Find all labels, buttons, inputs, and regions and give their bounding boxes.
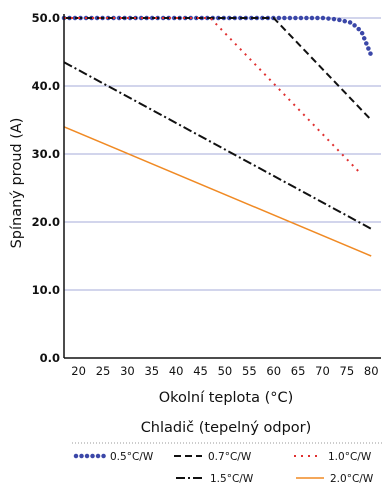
x-tick-label: 45	[193, 364, 208, 378]
y-tick-label: 50.0	[32, 11, 60, 25]
series-line-2.0°C/W	[63, 126, 372, 257]
x-tick-label: 75	[340, 364, 355, 378]
series-line-0.7°C/W	[64, 17, 372, 121]
x-tick-label: 65	[291, 364, 306, 378]
grid-lines	[64, 17, 381, 291]
legend-item: 0.7°C/W	[174, 451, 252, 463]
legend-label: 1.5°C/W	[210, 473, 254, 485]
series-line-0.5°C/W	[61, 15, 374, 58]
y-tick-label: 40.0	[32, 79, 60, 93]
legend-item: 1.5°C/W	[176, 473, 254, 485]
legend: 0.5°C/W 0.7°C/W 1.0°C/W 1.5°C/W 2.0°C/W	[73, 451, 374, 485]
legend-title: Chladič (tepelný odpor)	[141, 420, 312, 436]
x-tick-label: 30	[120, 364, 135, 378]
x-tick-label: 50	[218, 364, 233, 378]
series-lines	[61, 15, 374, 257]
y-tick-label: 20.0	[32, 215, 60, 229]
y-axis-label: Spínaný proud (A)	[9, 118, 25, 249]
series-line-1.5°C/W	[63, 61, 372, 230]
x-tick-label: 40	[169, 364, 184, 378]
y-tick-label: 0.0	[40, 351, 60, 365]
tick-labels: 0.0 10.0 20.0 30.0 40.0 50.0 20 25 30 35 40 45 50 55 6…	[32, 11, 379, 378]
series-line-1.0°C/W	[64, 17, 363, 176]
legend-item: 1.0°C/W	[294, 451, 372, 463]
legend-label: 0.5°C/W	[110, 451, 154, 463]
x-tick-label: 35	[144, 364, 159, 378]
legend-label: 0.7°C/W	[208, 451, 252, 463]
y-tick-label: 10.0	[32, 283, 60, 297]
x-tick-label: 25	[96, 364, 111, 378]
x-axis-label: Okolní teplota (°C)	[159, 390, 294, 406]
y-tick-label: 30.0	[32, 147, 60, 161]
x-tick-label: 70	[315, 364, 330, 378]
x-tick-label: 20	[71, 364, 86, 378]
x-tick-label: 60	[266, 364, 281, 378]
legend-label: 2.0°C/W	[330, 473, 374, 485]
legend-label: 1.0°C/W	[328, 451, 372, 463]
axes	[63, 14, 381, 359]
legend-item: 2.0°C/W	[296, 473, 374, 485]
x-tick-label: 80	[364, 364, 379, 378]
legend-item: 0.5°C/W	[73, 451, 154, 463]
x-tick-label: 55	[242, 364, 257, 378]
